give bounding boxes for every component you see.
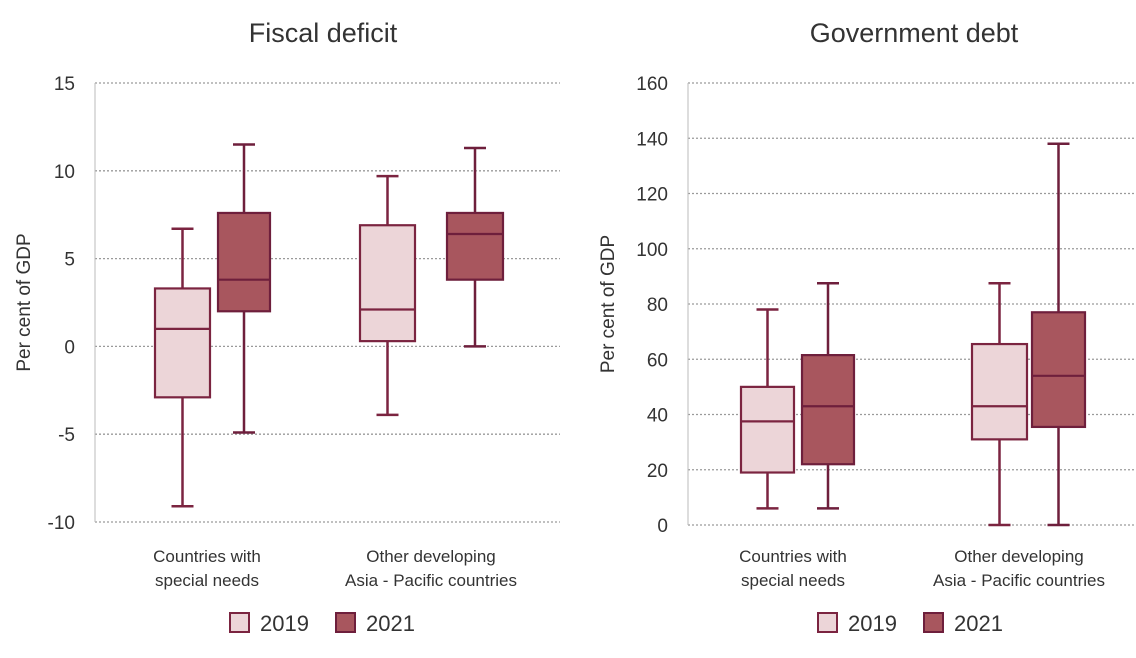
box-body xyxy=(1030,311,1087,429)
chart-title: Fiscal deficit xyxy=(249,18,398,48)
x-tick-label-line: Countries with xyxy=(739,547,847,566)
legend-swatch-2019 xyxy=(229,612,250,633)
y-tick-label: -10 xyxy=(48,513,75,534)
chart-panel-1: Fiscal deficit Per cent of GDP 15 10 5 0 -5 -10… xyxy=(14,18,560,636)
y-tick-label: -5 xyxy=(58,425,75,446)
x-tick-label: Other developing Asia - Pacific countries xyxy=(933,547,1105,590)
y-tick-label: 0 xyxy=(657,516,668,537)
y-tick-label: 10 xyxy=(54,162,75,183)
chart-panel-2: Government debt Per cent of GDP 160 140 120 1… xyxy=(598,18,1134,636)
x-tick-label-line: Asia - Pacific countries xyxy=(933,571,1105,590)
box-2019-cat1 xyxy=(739,308,796,510)
x-tick-label-line: Asia - Pacific countries xyxy=(345,571,517,590)
y-tick-label: 20 xyxy=(647,461,668,482)
x-tick-label: Countries with special needs xyxy=(739,547,847,590)
box-body xyxy=(216,211,272,313)
box-body xyxy=(358,224,417,343)
box-2021-cat1 xyxy=(800,282,856,510)
box-2021-cat2 xyxy=(445,146,505,348)
x-tick-label-line: special needs xyxy=(155,571,259,590)
x-tick-label-line: special needs xyxy=(741,571,845,590)
box-2019-cat2 xyxy=(358,174,417,417)
x-tick-label: Other developing Asia - Pacific countries xyxy=(345,547,517,590)
box-2021-cat1 xyxy=(216,143,272,434)
box-body xyxy=(739,385,796,474)
box-body xyxy=(445,211,505,281)
y-axis-label: Per cent of GDP xyxy=(598,235,619,373)
y-tick-label: 100 xyxy=(636,240,668,261)
box-body xyxy=(970,342,1029,441)
y-tick-label: 40 xyxy=(647,406,668,427)
y-tick-label: 120 xyxy=(636,185,668,206)
legend: 2019 2021 xyxy=(817,611,1003,636)
x-tick-label-line: Other developing xyxy=(366,547,495,566)
legend-label: 2019 xyxy=(848,611,897,636)
y-tick-label: 5 xyxy=(64,250,75,271)
y-tick-label: 80 xyxy=(647,295,668,316)
y-tick-label: 0 xyxy=(64,337,75,358)
legend: 2019 2021 xyxy=(229,611,415,636)
box-2021-cat2 xyxy=(1030,142,1087,527)
legend-label: 2019 xyxy=(260,611,309,636)
y-tick-label: 160 xyxy=(636,74,668,95)
chart-title: Government debt xyxy=(810,18,1019,48)
x-tick-label-line: Countries with xyxy=(153,547,261,566)
y-tick-label: 140 xyxy=(636,129,668,150)
box-body xyxy=(800,354,856,466)
legend-swatch-2021 xyxy=(923,612,944,633)
y-tick-label: 60 xyxy=(647,350,668,371)
legend-label: 2021 xyxy=(366,611,415,636)
box-body xyxy=(153,287,212,399)
y-tick-label: 15 xyxy=(54,74,75,95)
y-axis-label: Per cent of GDP xyxy=(14,233,35,371)
box-2019-cat1 xyxy=(153,227,212,508)
legend-swatch-2019 xyxy=(817,612,838,633)
legend-swatch-2021 xyxy=(335,612,356,633)
x-tick-label: Countries with special needs xyxy=(153,547,261,590)
legend-label: 2021 xyxy=(954,611,1003,636)
box-2019-cat2 xyxy=(970,282,1029,527)
x-tick-label-line: Other developing xyxy=(954,547,1083,566)
